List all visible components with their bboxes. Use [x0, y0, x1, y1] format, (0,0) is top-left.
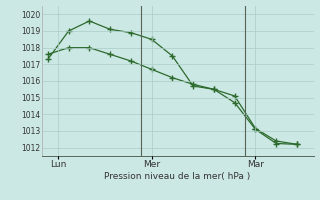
X-axis label: Pression niveau de la mer( hPa ): Pression niveau de la mer( hPa ) [104, 172, 251, 181]
